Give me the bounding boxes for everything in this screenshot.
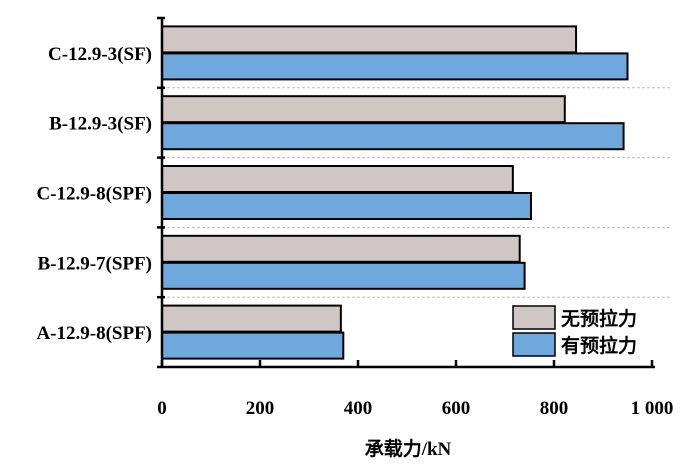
category-label: A-12.9-8(SPF): [36, 323, 152, 344]
bars-layer: [161, 25, 629, 360]
x-tick-label: 600: [442, 398, 471, 419]
group-separators: [162, 87, 672, 298]
x-tick-label: 1 000: [631, 398, 674, 419]
legend-swatch: [512, 332, 556, 357]
bar-without-preload: [161, 165, 514, 193]
bar-without-preload: [161, 95, 566, 124]
bar-with-preload: [161, 192, 532, 220]
bar-without-preload: [161, 304, 342, 333]
x-tick-label: 400: [344, 398, 373, 419]
legend-label: 有预拉力: [561, 334, 637, 357]
x-tick-label: 0: [157, 398, 167, 419]
bar-with-preload: [161, 331, 345, 360]
category-label: C-12.9-3(SF): [48, 44, 152, 65]
bar-without-preload: [161, 25, 578, 54]
legend-swatch: [512, 305, 556, 330]
bar-with-preload: [161, 52, 629, 81]
bar-without-preload: [161, 234, 521, 263]
legend-label: 无预拉力: [561, 307, 637, 330]
x-tick-label: 800: [540, 398, 569, 419]
ticks-layer: 0 200 400 600 800 1 000: [157, 16, 674, 419]
category-labels: C-12.9-3(SF) B-12.9-3(SF) C-12.9-8(SPF) B-1…: [36, 44, 152, 344]
category-label: B-12.9-7(SPF): [37, 253, 152, 274]
bar-with-preload: [161, 261, 526, 290]
x-axis-title: 承载力/kN: [365, 437, 452, 460]
x-tick-label: 200: [246, 398, 275, 419]
bar-with-preload: [161, 122, 625, 151]
category-label: B-12.9-3(SF): [49, 114, 152, 135]
category-label: C-12.9-8(SPF): [36, 184, 152, 205]
axes-layer: [157, 18, 655, 369]
